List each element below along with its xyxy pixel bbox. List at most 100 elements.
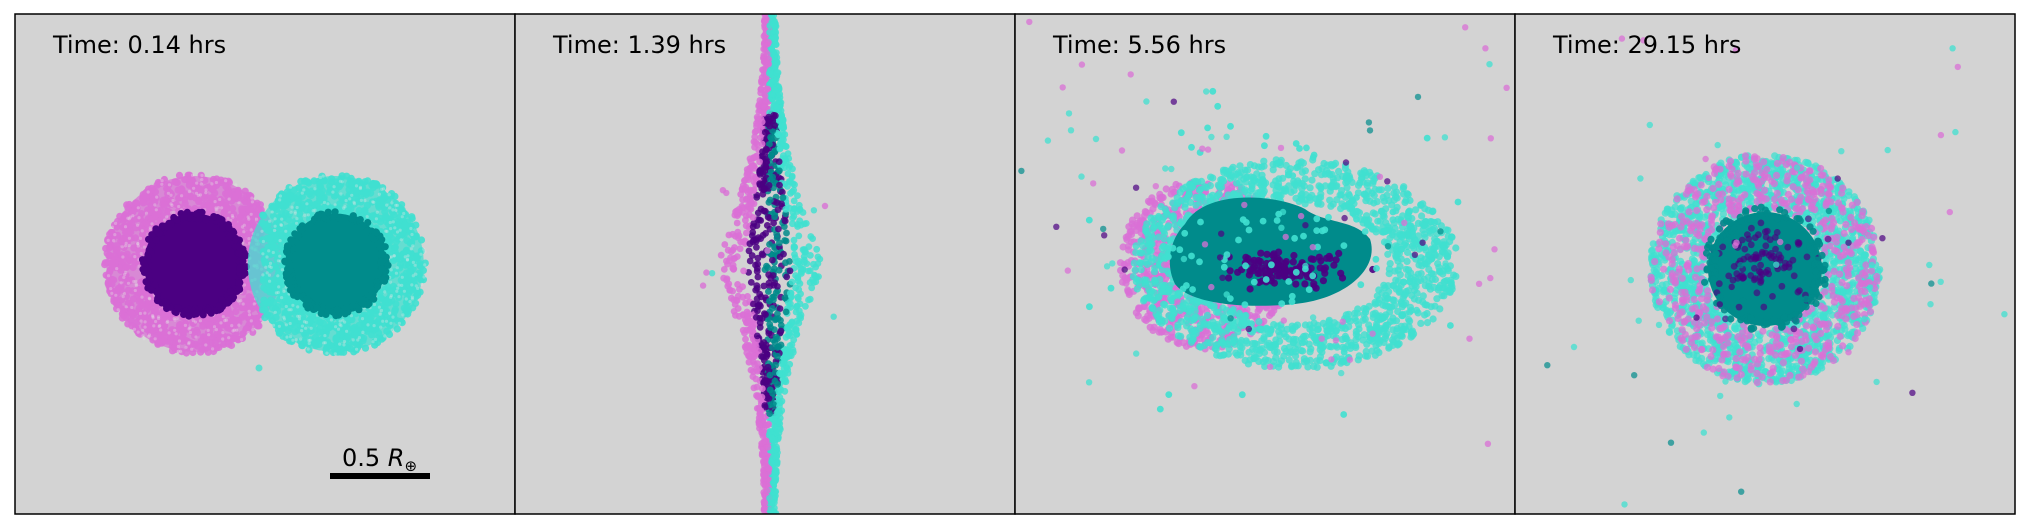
mantle-particle (399, 272, 407, 280)
core-particle (154, 287, 162, 295)
mantle-particle (270, 298, 278, 306)
gap-speck (267, 273, 271, 277)
mantle-particle (346, 345, 355, 353)
gap-speck (268, 279, 272, 283)
gap-speck (276, 259, 280, 263)
mantle-particle (139, 191, 147, 199)
mantle-particle (278, 202, 286, 210)
gap-speck (339, 324, 343, 328)
particle (768, 305, 776, 312)
core-particle (282, 270, 291, 279)
gap-speck (306, 347, 310, 351)
particle (762, 86, 770, 94)
particle (765, 182, 773, 189)
gap-speck (343, 205, 347, 209)
impactor-mantle-particle (1149, 205, 1157, 213)
mantle-particle (272, 313, 280, 321)
particle (720, 266, 728, 273)
particle (802, 302, 809, 310)
gap-speck (285, 335, 289, 339)
mantle-particle (376, 288, 385, 296)
gap-speck (333, 352, 337, 356)
particle (770, 265, 778, 272)
particle (761, 92, 769, 100)
core-particle (225, 232, 233, 240)
gap-speck (343, 320, 347, 324)
mantle-particle (108, 280, 116, 288)
particle (769, 173, 776, 181)
gap-speck (214, 208, 218, 212)
gap-speck (306, 213, 310, 217)
gap-speck (307, 341, 311, 345)
gap-speck (210, 182, 214, 186)
particle (768, 151, 775, 159)
gap-speck (152, 324, 156, 328)
gap-speck (372, 302, 377, 307)
gap-speck (291, 338, 295, 342)
gap-speck (363, 198, 367, 203)
particle (758, 250, 766, 258)
mantle-particle (108, 261, 116, 270)
particle (782, 237, 790, 245)
impactor-mantle-particle (1146, 198, 1154, 206)
mantle-particle (352, 179, 360, 187)
mantle-particle (135, 288, 143, 297)
particle (786, 342, 794, 350)
mantle-particle (134, 307, 142, 315)
core-particle (192, 310, 200, 318)
particle (753, 194, 761, 201)
gap-speck (273, 310, 277, 314)
mantle-particle (168, 199, 176, 207)
gap-speck (385, 229, 389, 233)
mantle-particle (269, 289, 277, 297)
gap-speck (166, 319, 170, 323)
mantle-particle (282, 334, 290, 342)
mantle-particle (372, 319, 380, 327)
mantle-particle (284, 215, 292, 224)
core-particle (180, 213, 188, 221)
mantle-particle (180, 322, 188, 330)
particle (749, 172, 756, 180)
gap-speck (123, 244, 128, 248)
gap-speck (207, 333, 211, 337)
gap-speck (171, 198, 175, 203)
gap-speck (167, 183, 171, 187)
gap-speck (173, 328, 177, 332)
gap-speck (360, 317, 365, 321)
gap-speck (221, 315, 225, 319)
gap-speck (247, 237, 251, 241)
mantle-particle (189, 348, 197, 357)
particle (759, 353, 767, 361)
gap-speck (140, 295, 144, 299)
gap-speck (410, 232, 414, 237)
mantle-particle (385, 231, 393, 239)
gap-speck (172, 210, 176, 214)
particle (726, 286, 734, 294)
gap-speck (274, 291, 278, 295)
gap-speck (270, 210, 274, 214)
mantle-particle (361, 344, 370, 352)
gap-speck (113, 233, 117, 237)
particle (781, 378, 788, 385)
particle (760, 45, 768, 53)
gap-speck (309, 326, 313, 330)
mantle-particle (121, 222, 129, 230)
gap-speck (133, 288, 137, 293)
mantle-particle (322, 346, 330, 354)
gap-speck (394, 271, 398, 275)
mantle-particle (408, 258, 416, 267)
gap-speck (183, 323, 187, 327)
gap-speck (307, 338, 311, 343)
gap-speck (187, 327, 191, 331)
particle (772, 22, 780, 30)
gap-speck (264, 265, 268, 269)
gap-speck (255, 217, 259, 221)
particle (763, 222, 771, 229)
gap-speck (377, 192, 381, 196)
gap-speck (166, 191, 170, 195)
particle (747, 279, 755, 286)
core-particle (287, 265, 295, 274)
particle (747, 205, 755, 213)
gap-speck (414, 272, 418, 276)
gap-speck (261, 252, 265, 256)
